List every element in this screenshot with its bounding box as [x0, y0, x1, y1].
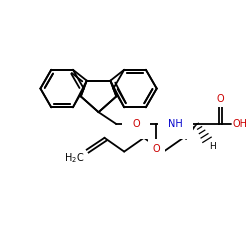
Text: H$_2$C: H$_2$C	[64, 152, 85, 166]
Text: OH: OH	[232, 119, 248, 129]
Text: H: H	[209, 142, 216, 151]
Text: O: O	[132, 119, 140, 129]
Polygon shape	[180, 124, 197, 140]
Text: O: O	[153, 144, 160, 154]
Text: O: O	[216, 94, 224, 104]
Text: NH: NH	[168, 119, 183, 129]
